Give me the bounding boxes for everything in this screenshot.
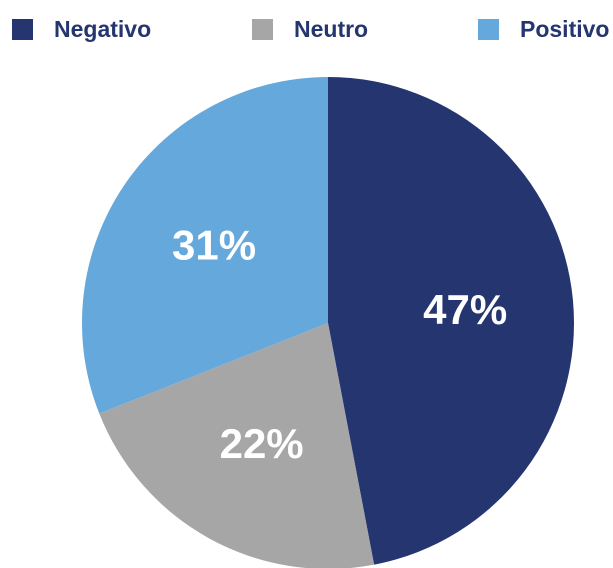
legend-label: Positivo <box>520 16 609 42</box>
slice-label: 22% <box>220 420 304 467</box>
pie-slice <box>328 77 574 565</box>
legend-swatch <box>12 19 33 40</box>
pie-slice <box>81 77 328 414</box>
slice-label: 31% <box>172 222 256 269</box>
pie-slice <box>99 323 375 568</box>
legend-swatch <box>252 19 273 40</box>
legend-swatch <box>478 19 499 40</box>
legend-label: Negativo <box>54 16 151 42</box>
legend-label: Neutro <box>294 16 368 42</box>
slice-label: 47% <box>423 286 507 333</box>
